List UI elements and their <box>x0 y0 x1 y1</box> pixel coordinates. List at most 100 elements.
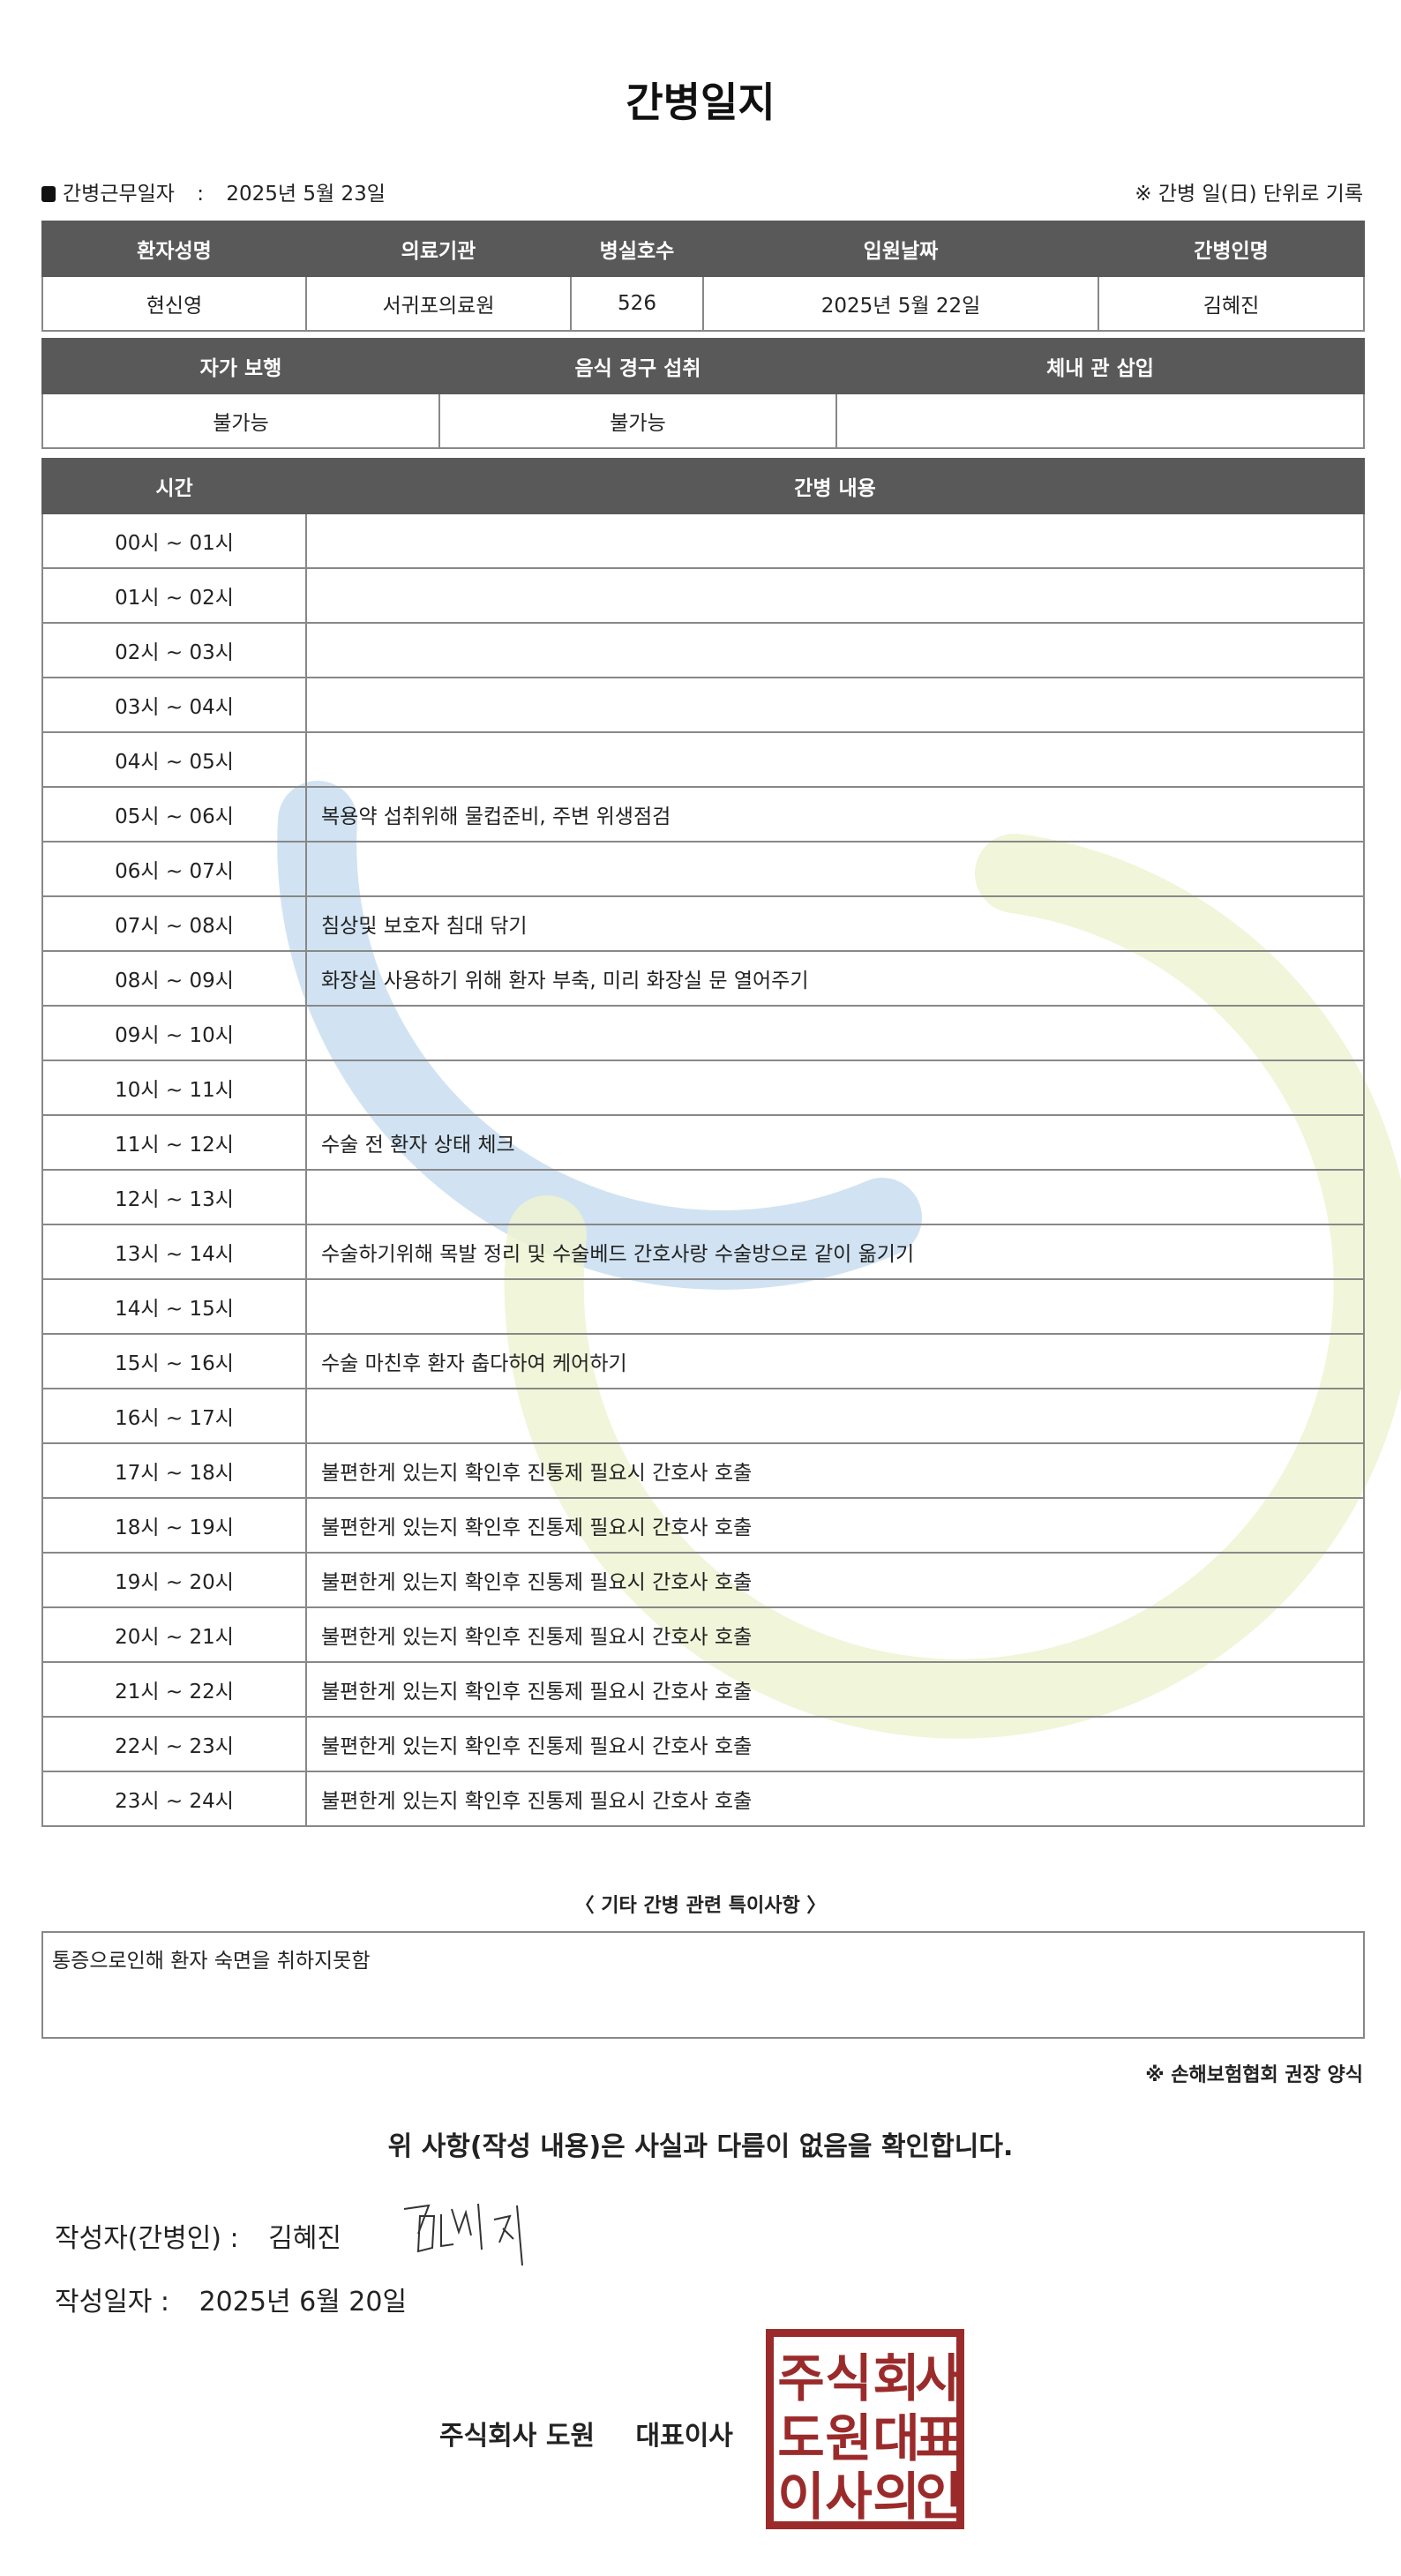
care-log-row: 17시 ~ 18시 불편한게 있는지 확인후 진통제 필요시 간호사 호출 <box>41 1442 1365 1499</box>
work-date-label: 간병근무일자 <box>63 183 175 206</box>
care-content <box>305 677 1365 733</box>
time-slot: 11시 ~ 12시 <box>41 1114 307 1171</box>
care-log-row: 19시 ~ 20시 불편한게 있는지 확인후 진통제 필요시 간호사 호출 <box>41 1552 1365 1608</box>
confirmation-statement: 위 사항(작성 내용)은 사실과 다름이 없음을 확인합니다. <box>387 2131 1014 2162</box>
care-log-row: 05시 ~ 06시 복용약 섭취위해 물컵준비, 주변 위생점검 <box>41 786 1365 842</box>
hospital: 서귀포의료원 <box>305 275 572 332</box>
care-log-row: 18시 ~ 19시 불편한게 있는지 확인후 진통제 필요시 간호사 호출 <box>41 1497 1365 1554</box>
header-patient-name: 환자성명 <box>41 221 307 277</box>
care-content: 침상및 보호자 침대 닦기 <box>305 895 1365 952</box>
care-content: 수술 마친후 환자 춥다하여 케어하기 <box>305 1333 1365 1389</box>
care-content: 불편한게 있는지 확인후 진통제 필요시 간호사 호출 <box>305 1661 1365 1718</box>
header-care-content: 간병 내용 <box>305 458 1365 514</box>
time-slot: 09시 ~ 10시 <box>41 1005 307 1061</box>
svg-text:식: 식 <box>825 2348 872 2408</box>
status-value-row: 불가능 불가능 <box>41 393 1365 449</box>
time-slot: 12시 ~ 13시 <box>41 1169 307 1225</box>
care-header-row: 시간 간병 내용 <box>41 458 1365 514</box>
work-date: 간병근무일자 : 2025년 5월 23일 <box>41 176 386 206</box>
care-content <box>305 1060 1365 1116</box>
write-date-line: 작성일자 : 2025년 6월 20일 <box>55 2280 407 2318</box>
care-log-row: 06시 ~ 07시 <box>41 841 1365 897</box>
care-content: 불편한게 있는지 확인후 진통제 필요시 간호사 호출 <box>305 1716 1365 1772</box>
admission-date: 2025년 5월 22일 <box>702 275 1099 332</box>
bullet-square-icon <box>41 186 56 202</box>
time-slot: 17시 ~ 18시 <box>41 1442 307 1499</box>
care-content: 복용약 섭취위해 물컵준비, 주변 위생점검 <box>305 786 1365 842</box>
care-content: 불편한게 있는지 확인후 진통제 필요시 간호사 호출 <box>305 1442 1365 1499</box>
time-slot: 07시 ~ 08시 <box>41 895 307 952</box>
care-log-row: 01시 ~ 02시 <box>41 567 1365 624</box>
care-content: 수술하기위해 목발 정리 및 수술베드 간호사랑 수술방으로 같이 옮기기 <box>305 1224 1365 1280</box>
write-date-value: 2025년 6월 20일 <box>199 2287 408 2318</box>
patient-header-row: 환자성명 의료기관 병실호수 입원날짜 간병인명 <box>41 221 1365 277</box>
care-log-row: 00시 ~ 01시 <box>41 513 1365 569</box>
care-log-row: 16시 ~ 17시 <box>41 1388 1365 1444</box>
header-tube-insertion: 체내 관 삽입 <box>835 338 1365 394</box>
care-content <box>305 1388 1365 1444</box>
care-content <box>305 567 1365 624</box>
company-seal-stamp: 주 식 회사 도 원 대표 이 사 의인 <box>766 2329 964 2529</box>
status-header-row: 자가 보행 음식 경구 섭취 체내 관 삽입 <box>41 338 1365 394</box>
time-slot: 22시 ~ 23시 <box>41 1716 307 1772</box>
care-content: 수술 전 환자 상태 체크 <box>305 1114 1365 1171</box>
svg-text:인: 인 <box>915 2467 962 2527</box>
company-signature-line: 주식회사 도원 대표이사 <box>439 2414 733 2452</box>
care-log-row: 08시 ~ 09시 화장실 사용하기 위해 환자 부축, 미리 화장실 문 열어주… <box>41 950 1365 1007</box>
time-slot: 08시 ~ 09시 <box>41 950 307 1007</box>
writer-name: 김혜진 <box>268 2223 342 2254</box>
care-content <box>305 1278 1365 1335</box>
care-content: 화장실 사용하기 위해 환자 부축, 미리 화장실 문 열어주기 <box>305 950 1365 1007</box>
header-time: 시간 <box>41 458 307 514</box>
care-content <box>305 1169 1365 1225</box>
svg-text:이: 이 <box>777 2467 824 2527</box>
writer-label: 작성자(간병인) : <box>55 2223 239 2254</box>
time-slot: 05시 ~ 06시 <box>41 786 307 842</box>
care-log-row: 14시 ~ 15시 <box>41 1278 1365 1335</box>
patient-name: 현신영 <box>41 275 307 332</box>
care-content <box>305 622 1365 678</box>
care-log-row: 13시 ~ 14시 수술하기위해 목발 정리 및 수술베드 간호사랑 수술방으로 … <box>41 1224 1365 1280</box>
svg-text:회: 회 <box>873 2348 919 2408</box>
care-content: 불편한게 있는지 확인후 진통제 필요시 간호사 호출 <box>305 1552 1365 1608</box>
care-log-table: 시간 간병 내용 00시 ~ 01시 01시 ~ 02시 02시 ~ 03시 03시 … <box>41 458 1365 1827</box>
caregiver-name: 김혜진 <box>1098 275 1365 332</box>
care-log-row: 15시 ~ 16시 수술 마친후 환자 춥다하여 케어하기 <box>41 1333 1365 1389</box>
svg-text:대: 대 <box>873 2408 919 2468</box>
time-slot: 15시 ~ 16시 <box>41 1333 307 1389</box>
work-date-value: 2025년 5월 23일 <box>226 183 386 206</box>
write-date-label: 작성일자 : <box>55 2287 170 2318</box>
svg-text:원: 원 <box>825 2408 872 2468</box>
patient-table: 환자성명 의료기관 병실호수 입원날짜 간병인명 현신영 서귀포의료원 526 … <box>41 221 1365 332</box>
other-notes-heading: 〈 기타 간병 관련 특이사항 〉 <box>574 1895 827 1917</box>
header-oral-intake: 음식 경구 섭취 <box>438 338 837 394</box>
care-content <box>305 841 1365 897</box>
care-log-row: 04시 ~ 05시 <box>41 731 1365 788</box>
oral-intake: 불가능 <box>438 393 837 449</box>
svg-text:도: 도 <box>777 2408 824 2468</box>
care-content <box>305 1005 1365 1061</box>
header-self-walking: 자가 보행 <box>41 338 440 394</box>
patient-value-row: 현신영 서귀포의료원 526 2025년 5월 22일 김혜진 <box>41 275 1365 332</box>
unit-note: ※ 간병 일(日) 단위로 기록 <box>1135 183 1363 206</box>
time-slot: 00시 ~ 01시 <box>41 513 307 569</box>
time-slot: 23시 ~ 24시 <box>41 1771 307 1827</box>
time-slot: 18시 ~ 19시 <box>41 1497 307 1554</box>
svg-text:사: 사 <box>825 2467 872 2527</box>
time-slot: 02시 ~ 03시 <box>41 622 307 678</box>
time-slot: 10시 ~ 11시 <box>41 1060 307 1116</box>
care-log-row: 10시 ~ 11시 <box>41 1060 1365 1116</box>
time-slot: 20시 ~ 21시 <box>41 1606 307 1663</box>
time-slot: 21시 ~ 22시 <box>41 1661 307 1718</box>
care-content: 불편한게 있는지 확인후 진통제 필요시 간호사 호출 <box>305 1497 1365 1554</box>
care-log-row: 20시 ~ 21시 불편한게 있는지 확인후 진통제 필요시 간호사 호출 <box>41 1606 1365 1663</box>
handwritten-signature <box>403 2203 523 2266</box>
care-content <box>305 513 1365 569</box>
form-note: ※ 손해보험협회 권장 양식 <box>1145 2064 1363 2086</box>
header-hospital: 의료기관 <box>305 221 572 277</box>
care-log-row: 07시 ~ 08시 침상및 보호자 침대 닦기 <box>41 895 1365 952</box>
time-slot: 13시 ~ 14시 <box>41 1224 307 1280</box>
document-title: 간병일지 <box>626 79 775 126</box>
care-content: 불편한게 있는지 확인후 진통제 필요시 간호사 호출 <box>305 1771 1365 1827</box>
care-log-row: 11시 ~ 12시 수술 전 환자 상태 체크 <box>41 1114 1365 1171</box>
